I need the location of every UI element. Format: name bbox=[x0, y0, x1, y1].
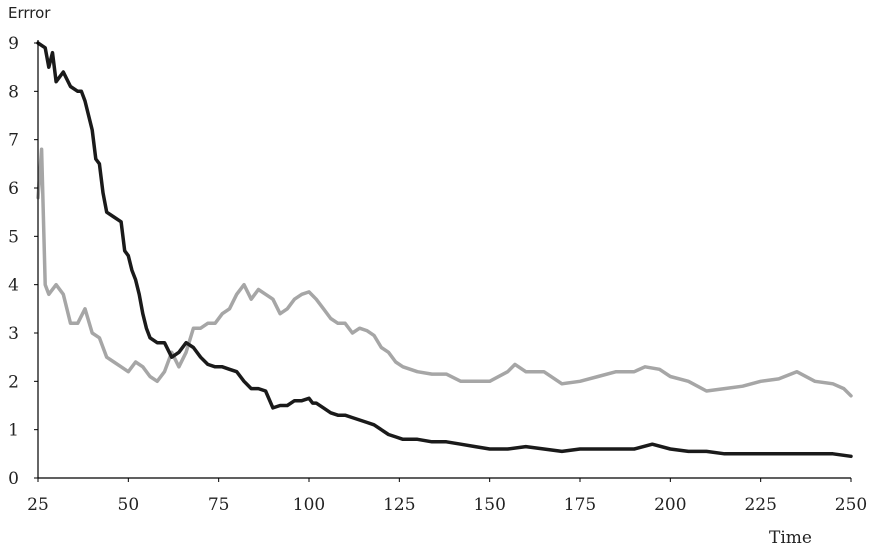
y-tick-label: 2 bbox=[8, 372, 19, 392]
series-line-dark bbox=[36, 41, 853, 459]
x-tick-label: 100 bbox=[293, 495, 325, 515]
y-tick-label: 7 bbox=[8, 131, 19, 151]
y-axis-title: Errror bbox=[8, 4, 51, 22]
x-tick-label: 75 bbox=[208, 495, 230, 515]
y-tick-label: 8 bbox=[8, 82, 19, 102]
y-tick-label: 4 bbox=[8, 276, 19, 296]
y-tick-label: 9 bbox=[8, 34, 19, 54]
x-tick-label: 250 bbox=[835, 495, 867, 515]
x-tick-label: 50 bbox=[118, 495, 140, 515]
x-tick-label: 150 bbox=[473, 495, 505, 515]
x-tick-label: 175 bbox=[564, 495, 596, 515]
x-axis-title: Time bbox=[769, 528, 812, 548]
x-tick-label: 225 bbox=[744, 495, 776, 515]
series-layer bbox=[36, 41, 853, 459]
y-tick-label: 5 bbox=[8, 227, 19, 247]
x-tick-label: 200 bbox=[654, 495, 686, 515]
y-tick-label: 3 bbox=[8, 324, 19, 344]
y-tick-label: 6 bbox=[8, 179, 19, 199]
x-axis-ticks: 25 50 75 100 125 150 175 200 225 250 bbox=[27, 478, 867, 515]
x-tick-label: 25 bbox=[27, 495, 49, 515]
x-tick-label: 125 bbox=[383, 495, 415, 515]
series-line-gray bbox=[36, 147, 853, 398]
y-tick-label: 0 bbox=[8, 469, 19, 489]
y-tick-label: 1 bbox=[8, 421, 19, 441]
y-axis-ticks: 0 1 2 3 4 5 6 7 8 9 bbox=[8, 34, 38, 489]
